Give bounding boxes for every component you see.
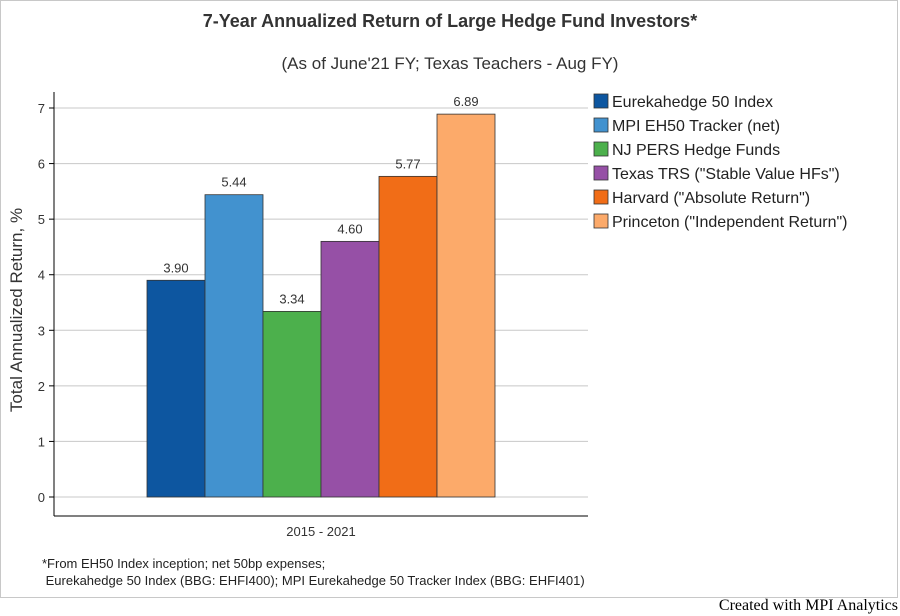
data-label-2: 3.34 xyxy=(279,291,304,306)
chart-subtitle: (As of June'21 FY; Texas Teachers - Aug … xyxy=(282,54,619,73)
bar-5 xyxy=(436,113,496,498)
bar-0 xyxy=(146,279,206,498)
y-tick-label-1: 1 xyxy=(38,434,45,449)
y-axis-title: Total Annualized Return, % xyxy=(7,208,26,412)
legend-swatch-1 xyxy=(593,117,609,133)
y-tick-label-7: 7 xyxy=(38,101,45,116)
chart-frame xyxy=(0,0,898,598)
legend-label-1: MPI EH50 Tracker (net) xyxy=(612,118,780,135)
footnote-line-1: *From EH50 Index inception; net 50bp exp… xyxy=(42,556,325,571)
legend: Eurekahedge 50 Index MPI EH50 Tracker (ne… xyxy=(593,93,848,231)
y-tick-label-3: 3 xyxy=(38,323,45,338)
bar-1 xyxy=(204,194,264,498)
legend-label-2: NJ PERS Hedge Funds xyxy=(612,142,780,159)
bar-3 xyxy=(320,240,380,498)
credit-text: Created with MPI Analytics xyxy=(718,597,898,614)
footnote-line-2: Eurekahedge 50 Index (BBG: EHFI400); MPI… xyxy=(42,573,585,588)
chart-title: 7-Year Annualized Return of Large Hedge … xyxy=(203,11,697,31)
legend-label-5: Princeton ("Independent Return") xyxy=(612,214,848,231)
y-tick-label-2: 2 xyxy=(38,379,45,394)
data-label-3: 4.60 xyxy=(337,221,362,236)
y-tick-label-4: 4 xyxy=(38,268,45,283)
gridlines xyxy=(54,107,588,498)
legend-label-0: Eurekahedge 50 Index xyxy=(612,94,773,111)
y-tick-label-5: 5 xyxy=(38,212,45,227)
bar-chart: 7-Year Annualized Return of Large Hedge … xyxy=(7,11,848,588)
bars xyxy=(146,113,496,498)
data-label-0: 3.90 xyxy=(163,260,188,275)
bar-2 xyxy=(262,310,322,498)
bar-4 xyxy=(378,175,438,498)
legend-label-3: Texas TRS ("Stable Value HFs") xyxy=(612,166,840,183)
legend-label-4: Harvard ("Absolute Return") xyxy=(612,190,810,207)
data-label-5: 6.89 xyxy=(453,94,478,109)
legend-swatch-4 xyxy=(593,189,609,205)
data-label-1: 5.44 xyxy=(221,175,246,190)
y-axis-ticks: 0 1 2 3 4 5 6 7 xyxy=(38,101,54,505)
legend-swatch-0 xyxy=(593,93,609,109)
legend-swatch-2 xyxy=(593,141,609,157)
data-labels: 3.90 5.44 3.34 4.60 5.77 6.89 xyxy=(163,94,478,306)
y-tick-label-6: 6 xyxy=(38,157,45,172)
legend-swatch-5 xyxy=(593,213,609,229)
legend-swatch-3 xyxy=(593,165,609,181)
x-category-label: 2015 - 2021 xyxy=(286,524,355,539)
data-label-4: 5.77 xyxy=(395,156,420,171)
y-tick-label-0: 0 xyxy=(38,490,45,505)
